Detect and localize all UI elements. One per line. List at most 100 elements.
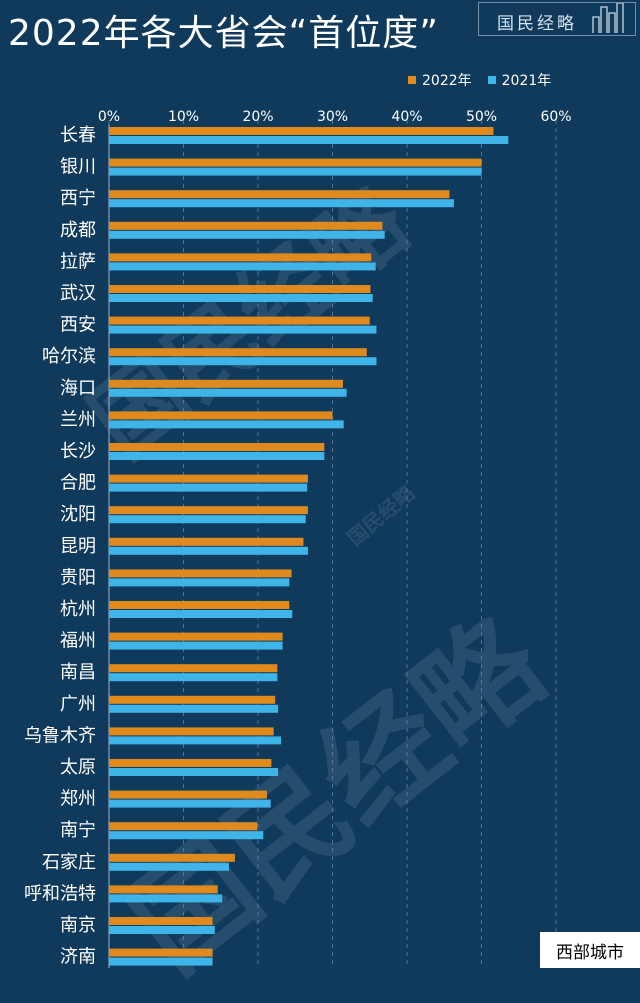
category-label: 济南 xyxy=(60,947,96,968)
category-label: 昆明 xyxy=(60,536,96,557)
bar-2021 xyxy=(109,357,377,366)
category-label: 广州 xyxy=(60,694,96,715)
category-label: 成都 xyxy=(60,220,96,241)
category-label: 南宁 xyxy=(60,820,96,841)
bar-2021 xyxy=(109,831,264,840)
skyline-icon xyxy=(592,3,624,33)
category-label: 沈阳 xyxy=(60,504,96,525)
bar-2021 xyxy=(109,136,509,144)
bar-2022 xyxy=(109,727,274,736)
legend: 2022年 2021年 xyxy=(408,70,561,90)
bar-2022 xyxy=(109,379,343,388)
category-label: 乌鲁木齐 xyxy=(24,725,96,746)
legend-item-2022: 2022年 xyxy=(408,70,472,90)
bar-2021 xyxy=(109,736,282,745)
category-label: 南昌 xyxy=(60,662,96,683)
bar-2021 xyxy=(109,862,229,871)
bar-2021 xyxy=(109,515,306,524)
bar-2022 xyxy=(109,506,308,515)
category-label: 合肥 xyxy=(60,473,96,494)
bar-2021 xyxy=(109,325,377,334)
bar-2021 xyxy=(109,167,482,176)
category-label: 长沙 xyxy=(60,441,96,462)
bar-2022 xyxy=(109,759,272,767)
bar-2022 xyxy=(109,632,283,641)
bar-2021 xyxy=(109,199,454,208)
category-label: 兰州 xyxy=(60,409,96,430)
category-label: 南京 xyxy=(60,915,96,936)
bar-2021 xyxy=(109,894,223,903)
bar-2022 xyxy=(109,474,308,483)
category-label: 呼和浩特 xyxy=(24,883,96,904)
category-label: 海口 xyxy=(60,378,96,399)
bar-2022 xyxy=(109,537,304,546)
bar-2022 xyxy=(109,127,494,135)
bar-2021 xyxy=(109,230,385,239)
bar-2022 xyxy=(109,601,290,609)
bar-chart: 0% 10% 20% 30% 40% 50% 60% 长春银川西宁成都拉萨武汉西安哈尔滨海口兰… xyxy=(24,109,572,968)
chart-title: 2022年各大省会“首位度” xyxy=(8,13,439,54)
bar-2021 xyxy=(109,483,308,492)
brand-name: 国民经略 xyxy=(497,14,577,34)
x-tick-label: 40% xyxy=(391,109,422,125)
bar-2022 xyxy=(109,790,267,799)
x-tick-label: 30% xyxy=(317,109,348,125)
x-tick-label: 10% xyxy=(168,109,199,125)
bar-2021 xyxy=(109,957,213,966)
bar-2021 xyxy=(109,294,373,302)
category-label: 杭州 xyxy=(60,599,96,620)
bar-2022 xyxy=(109,190,450,199)
category-label: 太原 xyxy=(60,757,96,778)
category-label: 石家庄 xyxy=(42,852,96,873)
bar-2022 xyxy=(109,822,258,831)
bar-2021 xyxy=(109,578,290,587)
category-label: 福州 xyxy=(60,631,96,652)
bar-2022 xyxy=(109,885,218,894)
legend-label-2021: 2021年 xyxy=(501,73,552,89)
bar-2022 xyxy=(109,158,482,167)
bar-2021 xyxy=(109,641,283,650)
bar-2022 xyxy=(109,569,292,578)
bar-2021 xyxy=(109,610,293,618)
category-label: 长春 xyxy=(60,125,96,146)
category-label: 拉萨 xyxy=(60,251,96,272)
category-label: 西安 xyxy=(60,315,96,336)
bar-2022 xyxy=(109,917,213,925)
x-tick-label: 60% xyxy=(540,109,571,125)
bar-2021 xyxy=(109,768,279,776)
bar-2022 xyxy=(109,348,367,357)
bar-2022 xyxy=(109,411,333,420)
bar-2022 xyxy=(109,695,276,704)
x-tick-label: 0% xyxy=(98,109,120,125)
category-label: 银川 xyxy=(60,157,96,178)
bar-2022 xyxy=(109,285,371,293)
bar-2022 xyxy=(109,253,372,262)
category-label: 郑州 xyxy=(60,789,96,810)
bar-2021 xyxy=(109,452,325,460)
bar-2022 xyxy=(109,853,235,862)
bar-2022 xyxy=(109,221,383,230)
x-tick-label: 20% xyxy=(242,109,273,125)
bar-2022 xyxy=(109,316,370,325)
bar-2022 xyxy=(109,948,213,957)
bar-2021 xyxy=(109,420,344,429)
bar-2021 xyxy=(109,262,376,271)
legend-label-2022: 2022年 xyxy=(422,73,472,89)
bar-2022 xyxy=(109,443,325,451)
legend-swatch-2021 xyxy=(487,76,496,84)
bar-2021 xyxy=(109,388,347,397)
bar-2021 xyxy=(109,926,215,934)
bar-2021 xyxy=(109,799,271,808)
brand-logo: 国民经略 xyxy=(478,2,636,36)
bar-2021 xyxy=(109,704,279,713)
bar-2021 xyxy=(109,673,278,682)
x-tick-label: 50% xyxy=(466,109,497,125)
category-label: 哈尔滨 xyxy=(42,346,96,367)
category-label: 武汉 xyxy=(60,283,96,304)
source-tag: 西部城市 xyxy=(540,932,640,968)
category-label: 贵阳 xyxy=(60,567,96,588)
legend-swatch-2022 xyxy=(408,76,416,84)
legend-item-2021: 2021年 xyxy=(487,70,552,90)
bar-2021 xyxy=(109,546,308,555)
bar-2022 xyxy=(109,664,278,673)
